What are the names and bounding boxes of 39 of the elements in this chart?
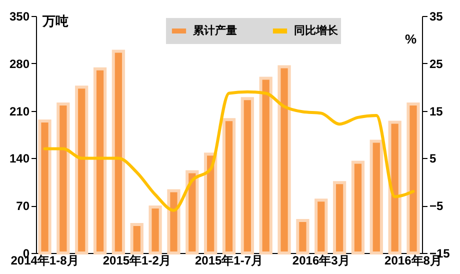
bar [388,120,402,254]
bar [370,140,383,254]
x-tick-label: 2015年1-2月 [102,254,171,268]
y-tick-label: 70 [16,199,30,214]
bar [186,170,199,254]
bar [148,205,162,254]
y2-tick-label: 5 [430,152,436,166]
y-tick-label: 280 [9,56,30,71]
bar [130,223,144,254]
y-tick-label: 140 [9,152,30,166]
x-tick-label: 2016年3月 [292,254,350,268]
y2-tick-label: 25 [430,56,444,71]
y2-axis-title: % [404,32,417,46]
y2-tick-label: 15 [430,104,444,118]
bar [93,67,107,254]
y2-tick-label: −5 [430,199,444,214]
bar [204,152,218,254]
y2-tick-label: 35 [430,10,444,24]
bar [332,181,346,254]
bar [278,65,291,254]
bar [38,119,52,254]
bar [314,198,328,254]
bar [351,160,365,254]
legend-label: 同比增长 [294,24,339,37]
bar [240,97,254,254]
bar [75,86,88,254]
bar [222,118,236,254]
bar [167,189,180,254]
x-tick-label: 2015年1-7月 [194,254,264,268]
bar [56,102,70,254]
legend-label: 累计产量 [192,24,237,37]
bar [112,50,126,254]
y-axis-title: 万吨 [42,14,68,28]
bar [296,218,310,254]
bar [259,76,272,254]
line-series [43,90,415,212]
y-tick-label: 210 [9,104,30,118]
y-tick-label: 350 [9,10,30,24]
bar [406,102,420,254]
